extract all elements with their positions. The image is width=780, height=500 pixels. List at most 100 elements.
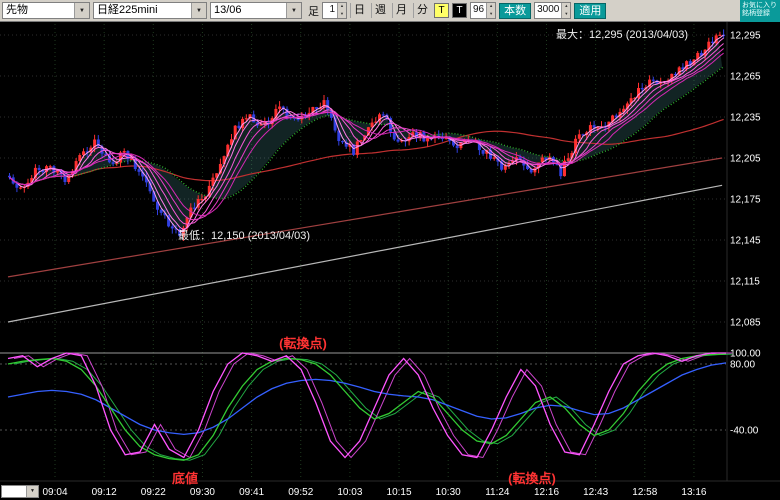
candle-body (507, 162, 511, 166)
tick-chart-toggle[interactable]: T (452, 3, 467, 18)
candle-body (163, 212, 167, 216)
instrument-value: 日経225mini (97, 4, 158, 16)
candle-body (137, 169, 141, 172)
category-select[interactable]: 先物 ▼ (2, 2, 90, 19)
ma-ribbon-line (9, 43, 724, 225)
candle-body (677, 67, 681, 75)
candle-body (681, 67, 685, 69)
spinner-arrows[interactable]: ▲ ▼ (486, 3, 496, 18)
annotation-bottom-price: 底値 (171, 471, 199, 486)
y-axis-label: 12,085 (730, 318, 761, 329)
interval-week-button[interactable]: 週 (371, 3, 389, 18)
instrument-select[interactable]: 日経225mini ▼ (93, 2, 207, 19)
spin-down-icon[interactable]: ▼ (337, 10, 346, 18)
candle-body (477, 140, 481, 151)
candle-body (296, 118, 300, 120)
favorites-register-label: お気に入り銘柄登録 (742, 1, 777, 17)
x-axis-label: 12:58 (632, 487, 657, 498)
interval-day-button[interactable]: 日 (350, 3, 368, 18)
chevron-down-icon[interactable]: ▼ (286, 3, 301, 18)
rci-short-line (7, 352, 726, 459)
candle-body (566, 158, 570, 161)
candle-body (104, 153, 108, 155)
y-axis-label: 12,205 (730, 154, 761, 165)
candle-body (503, 165, 507, 170)
spin-up-icon[interactable]: ▲ (486, 3, 496, 11)
candle-body (674, 73, 677, 76)
interval-month-button[interactable]: 月 (392, 3, 410, 18)
candle-body (355, 141, 359, 155)
candle-body (452, 141, 455, 146)
candle-body (392, 131, 396, 140)
interval-spinner[interactable]: 1 ▲ ▼ (322, 2, 347, 19)
y-axis-label: 12,265 (730, 72, 761, 83)
candle-body (274, 108, 278, 119)
candle-body (30, 178, 34, 183)
interval-minute-button[interactable]: 分 (413, 3, 431, 18)
spin-down-icon[interactable]: ▼ (561, 10, 571, 18)
annotation-session-low: 最低：12,150 (2013/04/03) (178, 230, 311, 242)
bars-count-button[interactable]: 本数 (499, 2, 532, 19)
candle-body (181, 227, 185, 237)
candle-body (278, 106, 282, 109)
y-axis-label: 12,235 (730, 113, 761, 124)
candle-body (144, 176, 148, 183)
contract-month-select[interactable]: 13/06 ▼ (210, 2, 302, 19)
chevron-down-icon[interactable]: ▼ (26, 486, 38, 497)
spin-down-icon[interactable]: ▼ (486, 10, 496, 18)
ma-slow-line (9, 118, 724, 186)
candle-body (218, 163, 222, 174)
spin-up-icon[interactable]: ▲ (561, 3, 571, 11)
candle-body (396, 139, 400, 142)
candle-body (570, 153, 574, 159)
candle-body (119, 152, 122, 163)
bars-spinner[interactable]: 3000 ▲ ▼ (534, 2, 572, 19)
candle-body (107, 154, 111, 163)
candle-body (559, 165, 563, 177)
candle-body (159, 209, 163, 213)
candle-body (337, 130, 341, 142)
candle-body (189, 207, 193, 218)
spinner-arrows[interactable]: ▲ ▼ (561, 3, 571, 18)
favorites-register-box[interactable]: お気に入り銘柄登録 (740, 0, 780, 22)
candle-body (130, 158, 134, 160)
spin-up-icon[interactable]: ▲ (337, 3, 346, 11)
candle-body (67, 174, 71, 183)
chevron-down-icon[interactable]: ▼ (74, 3, 89, 18)
candle-body (415, 132, 418, 138)
candle-body (640, 88, 644, 90)
tick-chart-button[interactable]: T (434, 3, 449, 18)
long-ma-dark (7, 157, 723, 278)
candle-body (625, 103, 629, 109)
candle-body (696, 52, 700, 60)
candle-body (78, 155, 82, 162)
chart-canvas[interactable]: 09:04 09:12 09:22 09:30 09:41 09:52 10:03 10:15… (0, 22, 780, 500)
spinner-arrows[interactable]: ▲ ▼ (337, 3, 346, 18)
candle-body (170, 226, 174, 229)
x-axis-label: 13:16 (681, 487, 706, 498)
period-spinner[interactable]: 96 ▲ ▼ (470, 2, 497, 19)
interval-value: 1 (329, 4, 335, 15)
candle-body (492, 157, 496, 159)
candle-body (41, 170, 45, 172)
candle-body (655, 80, 659, 84)
toolbar: 先物 ▼ 日経225mini ▼ 13/06 ▼ 足 1 ▲ ▼ 日 週 月 分 … (0, 0, 780, 22)
candle-body (15, 183, 19, 188)
candle-body (152, 191, 156, 202)
x-axis-label: 10:30 (436, 487, 461, 498)
candle-body (622, 108, 626, 112)
candle-body (611, 115, 615, 122)
footer-select[interactable]: ▼ (1, 485, 39, 498)
annotation-turning-point-top: (転換点) (279, 336, 327, 351)
chevron-down-icon[interactable]: ▼ (191, 3, 206, 18)
candle-body (577, 134, 581, 139)
apply-button[interactable]: 適用 (574, 2, 607, 19)
period-value: 96 (473, 4, 485, 15)
candle-body (381, 114, 385, 116)
candle-body (111, 162, 115, 164)
candle-body (82, 151, 85, 156)
candle-body (374, 121, 378, 123)
candle-body (685, 61, 689, 69)
candle-body (133, 158, 137, 170)
candle-body (63, 174, 67, 183)
